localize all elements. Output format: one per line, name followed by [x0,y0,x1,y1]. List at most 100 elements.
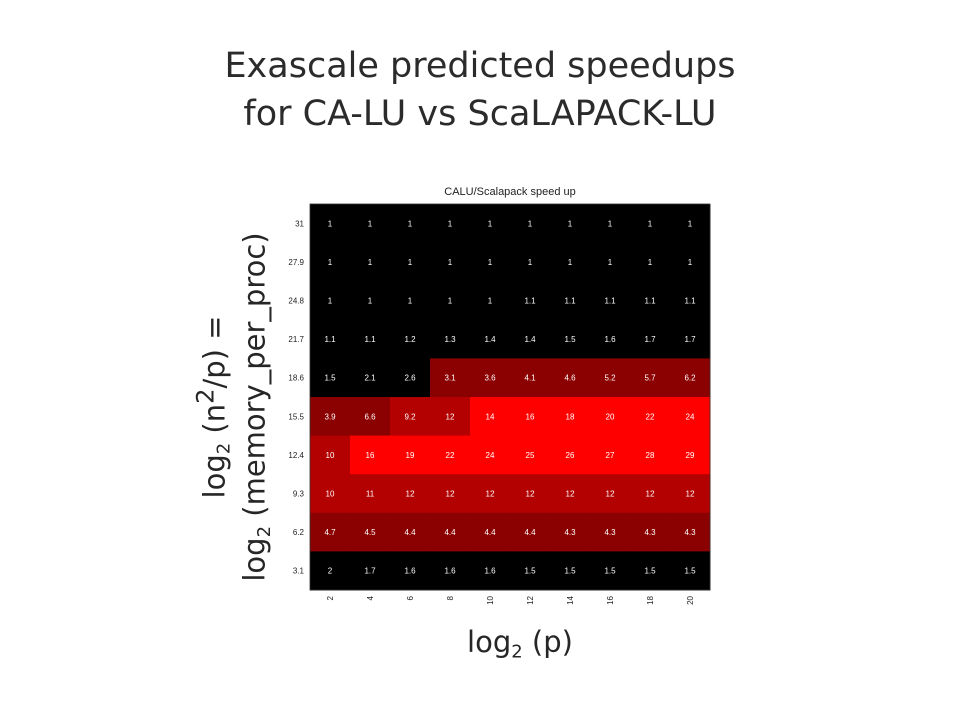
heatmap-cell [630,358,671,398]
heatmap-cell-label: 4.4 [524,528,536,537]
heatmap-cell [590,281,631,321]
heatmap-cell [550,474,591,514]
heatmap-cell-label: 1.7 [364,567,376,576]
heatmap-cell [430,242,471,282]
heatmap-cell-label: 1 [368,258,373,267]
heatmap-cell-label: 12 [566,490,575,499]
heatmap-cell-label: 4.6 [564,374,576,383]
heatmap-cell [390,435,431,475]
heatmap-cell [430,281,471,321]
heatmap-cell-label: 1 [488,258,493,267]
heatmap-cell [630,474,671,514]
heatmap-cell-label: 12 [446,490,455,499]
heatmap-cell [390,204,431,244]
heatmap-cell-label: 1.1 [604,297,616,306]
heatmap-cell [590,397,631,437]
heatmap-cell-label: 22 [646,412,655,421]
heatmap-cell [350,319,391,359]
heatmap-cell [470,551,511,591]
heatmap-cell [470,435,511,475]
heatmap-cell-label: 1.7 [644,335,656,344]
heatmap-cell-label: 27 [606,451,615,460]
heatmap-cell [550,281,591,321]
heatmap-cell-label: 1 [488,297,493,306]
heatmap-cell-label: 16 [366,451,375,460]
heatmap-cell-label: 1 [448,219,453,228]
heatmap-cell-label: 1 [448,258,453,267]
heatmap-cell-label: 12 [446,412,455,421]
heatmap-cell-label: 1.5 [324,374,336,383]
heatmap-cell [350,512,391,552]
heatmap-cell [670,435,711,475]
heatmap-cell-label: 3.1 [444,374,456,383]
heatmap-cell-label: 2 [328,567,333,576]
heatmap-cell-label: 1.5 [564,567,576,576]
heatmap-cell [630,551,671,591]
heatmap-cell-label: 1 [488,219,493,228]
heatmap-cell [510,512,551,552]
heatmap-cell-label: 1 [528,219,533,228]
heatmap-cell [430,435,471,475]
heatmap-cell [510,204,551,244]
heatmap-cell-label: 1.1 [364,335,376,344]
heatmap-cell [550,551,591,591]
heatmap-cell [510,358,551,398]
x-axis-label: log2 (p) [467,625,573,663]
heatmap-cell-label: 1.6 [484,567,496,576]
heatmap-cell-label: 1 [368,297,373,306]
heatmap-cell [390,551,431,591]
heatmap-cell [590,319,631,359]
heatmap-cell [670,397,711,437]
y-tick-label: 9.3 [293,490,305,499]
heatmap-cell-label: 4.3 [564,528,576,537]
heatmap-cell-label: 4.4 [484,528,496,537]
heatmap-cell-label: 11 [366,490,375,499]
heatmap-cell-label: 1 [608,219,613,228]
slide-title-line1: Exascale predicted speedups [224,46,736,86]
heatmap-cell-label: 16 [526,412,535,421]
heatmap-cell [430,397,471,437]
heatmap-cell [670,242,711,282]
heatmap-cell [390,242,431,282]
heatmap-cell-label: 1.1 [644,297,656,306]
heatmap-cell-label: 1.1 [684,297,696,306]
heatmap-cell-label: 12 [486,490,495,499]
heatmap-cell [430,319,471,359]
heatmap-cell [630,435,671,475]
heatmap-cell [670,358,711,398]
heatmap-cell-label: 3.6 [484,374,496,383]
heatmap-cell [310,512,351,552]
heatmap-cell-label: 1.6 [404,567,416,576]
heatmap-cell [310,435,351,475]
heatmap-cell-label: 4.4 [444,528,456,537]
heatmap-cell-label: 1.5 [564,335,576,344]
heatmap-cell-label: 26 [566,451,575,460]
heatmap-cell [310,242,351,282]
heatmap-cell-label: 29 [686,451,695,460]
heatmap-cell [510,242,551,282]
heatmap-cell-label: 1.1 [524,297,536,306]
heatmap-cell [350,242,391,282]
heatmap-cell [550,319,591,359]
heatmap-cell-label: 4.1 [524,374,536,383]
heatmap-cell [390,281,431,321]
heatmap-cell-label: 6.6 [364,412,376,421]
heatmap-cell-label: 1.5 [684,567,696,576]
heatmap-cell-label: 9.2 [404,412,416,421]
heatmap-cell [630,281,671,321]
heatmap-cell [310,397,351,437]
heatmap-cell [350,204,391,244]
heatmap-cell-label: 14 [486,412,495,421]
x-tick-label: 2 [326,595,335,600]
heatmap-cell-label: 1 [408,258,413,267]
heatmap-cell-label: 1 [568,258,573,267]
heatmap-cell-label: 1 [648,219,653,228]
heatmap-cell [390,358,431,398]
heatmap-cell-label: 1.4 [524,335,536,344]
heatmap-cell [550,204,591,244]
heatmap-cell-label: 1 [328,297,333,306]
heatmap-cell-label: 1 [408,297,413,306]
heatmap-cell-label: 1.7 [684,335,696,344]
heatmap-cell [470,512,511,552]
